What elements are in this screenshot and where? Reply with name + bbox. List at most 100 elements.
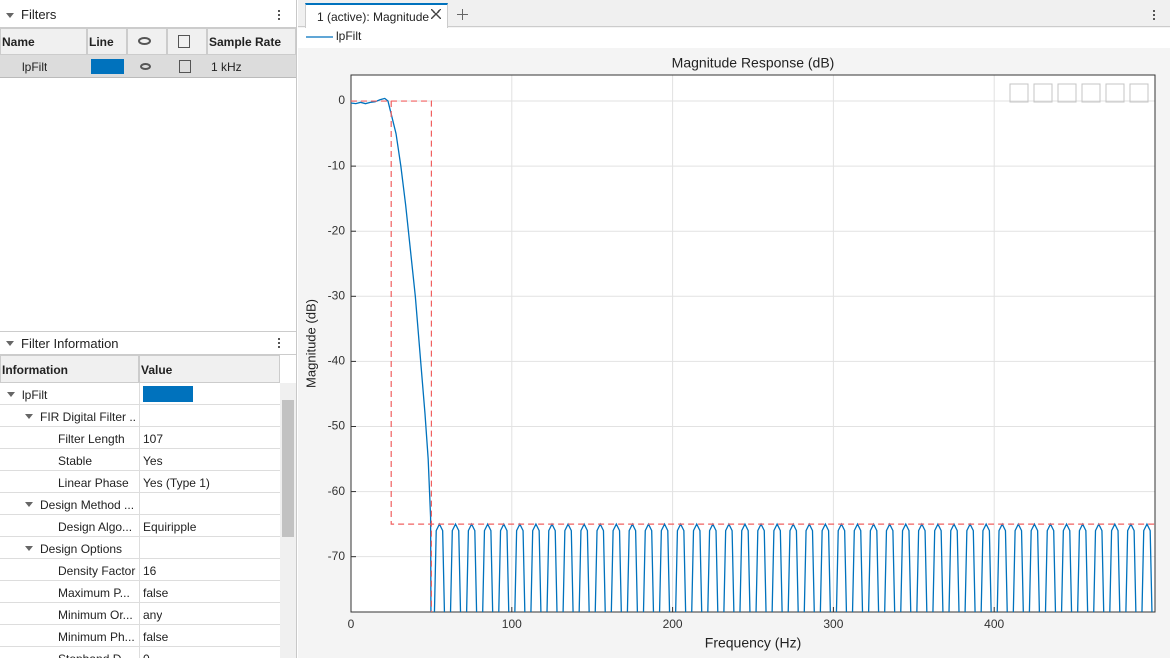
info-value: any	[143, 608, 163, 622]
panel-header	[0, 0, 296, 28]
axes-box	[350, 74, 1156, 613]
expand-arrow[interactable]	[7, 392, 15, 397]
column-header: Value	[141, 363, 173, 377]
toolbar-icon[interactable]	[1057, 83, 1077, 103]
column-header: Line	[89, 35, 114, 49]
y-tick-label: -10	[328, 158, 346, 172]
toolbar-icon[interactable]	[1129, 83, 1149, 103]
header-cell	[87, 28, 127, 55]
header-cell	[0, 355, 139, 383]
info-label: Maximum P...	[58, 586, 130, 600]
expand-arrow[interactable]	[25, 414, 33, 419]
info-value: false	[143, 586, 169, 600]
cell-divider	[139, 449, 140, 471]
scroll-thumb[interactable]	[282, 400, 294, 537]
info-label: Design Algo...	[58, 520, 133, 534]
info-row	[0, 471, 280, 493]
info-value: Yes (Type 1)	[143, 476, 210, 490]
y-tick-label: -30	[328, 288, 346, 302]
list-icon[interactable]	[179, 60, 191, 73]
eye-icon[interactable]	[138, 37, 151, 45]
info-label: Filter Length	[58, 432, 125, 446]
expand-arrow[interactable]	[6, 13, 14, 18]
legend-bar	[298, 28, 1170, 48]
info-value: 107	[143, 432, 164, 446]
info-label: Linear Phase	[58, 476, 129, 490]
info-row	[0, 383, 280, 405]
info-label: Minimum Or...	[58, 608, 133, 622]
info-label: Stable	[58, 454, 93, 468]
header-cell	[139, 355, 280, 383]
menu-dot[interactable]	[278, 338, 280, 340]
menu-dot[interactable]	[278, 342, 280, 344]
info-row	[0, 427, 280, 449]
info-row	[0, 493, 280, 515]
line-swatch[interactable]	[91, 59, 124, 74]
info-value: false	[143, 630, 169, 644]
cell-divider	[139, 493, 140, 515]
response-line	[351, 97, 1153, 612]
info-value: Equiripple	[143, 520, 197, 534]
toolbar-icon[interactable]	[1105, 83, 1125, 103]
add-tab[interactable]	[457, 9, 468, 20]
cell-divider	[139, 515, 140, 537]
info-row	[0, 405, 280, 427]
y-tick-label: -40	[328, 354, 346, 368]
expand-arrow[interactable]	[25, 502, 33, 507]
toolbar-icon[interactable]	[1081, 83, 1101, 103]
x-tick-label: 400	[984, 617, 1004, 631]
cell-divider	[139, 383, 140, 405]
sample-rate: 1 kHz	[211, 60, 242, 74]
y-tick-label: -70	[328, 549, 346, 563]
close-icon[interactable]	[431, 9, 441, 19]
info-row	[0, 647, 280, 658]
y-tick-label: -60	[328, 484, 346, 498]
x-tick-label: 100	[502, 617, 522, 631]
y-tick-label: 0	[338, 93, 345, 107]
y-axis-label: Magnitude (dB)	[303, 299, 318, 388]
expand-arrow[interactable]	[6, 341, 14, 346]
cell-divider	[139, 625, 140, 647]
menu-dot[interactable]	[278, 10, 280, 12]
chart-title: Magnitude Response (dB)	[672, 55, 835, 71]
cell-divider	[139, 537, 140, 559]
eye-icon[interactable]	[140, 63, 151, 70]
legend-label: lpFilt	[336, 29, 362, 43]
info-row	[0, 581, 280, 603]
menu-dot[interactable]	[278, 346, 280, 348]
list-icon[interactable]	[178, 35, 190, 48]
column-header: Sample Rate	[209, 35, 282, 49]
panel-title: Filters	[21, 7, 57, 22]
menu-dot[interactable]	[278, 18, 280, 20]
chart: 0 -10 -20 -30 -40 -50 -60 -70 0 100 200 300 400 Magni…	[303, 29, 1156, 651]
tab[interactable]	[305, 3, 448, 28]
menu-dot[interactable]	[1153, 10, 1155, 12]
expand-arrow[interactable]	[25, 546, 33, 551]
cell-divider	[139, 471, 140, 493]
column-header: Information	[2, 363, 68, 377]
info-label: Stopband D...	[58, 652, 136, 658]
header-cell	[207, 28, 296, 55]
toolbar-icon[interactable]	[1033, 83, 1053, 103]
x-tick-label: 200	[663, 617, 683, 631]
info-value: 0	[143, 652, 150, 658]
tab-title[interactable]: 1 (active): Magnitude	[317, 10, 430, 24]
filter-name[interactable]: lpFilt	[22, 60, 48, 74]
x-tick-label: 0	[348, 617, 355, 631]
menu-dot[interactable]	[1153, 14, 1155, 16]
info-row	[0, 603, 280, 625]
info-row	[0, 449, 280, 471]
menu-dot[interactable]	[1153, 18, 1155, 20]
panel-header	[0, 331, 296, 355]
info-label: Density Factor	[58, 564, 136, 578]
info-label: Minimum Ph...	[58, 630, 135, 644]
info-label: FIR Digital Filter ...	[40, 410, 136, 424]
cell-divider	[139, 647, 140, 658]
y-tick-label: -20	[328, 223, 346, 237]
info-row	[0, 559, 280, 581]
header-cell	[0, 28, 87, 55]
toolbar-icon[interactable]	[1009, 83, 1029, 103]
panel-title: Filter Information	[21, 336, 119, 351]
plot-area	[351, 75, 1155, 612]
menu-dot[interactable]	[278, 14, 280, 16]
